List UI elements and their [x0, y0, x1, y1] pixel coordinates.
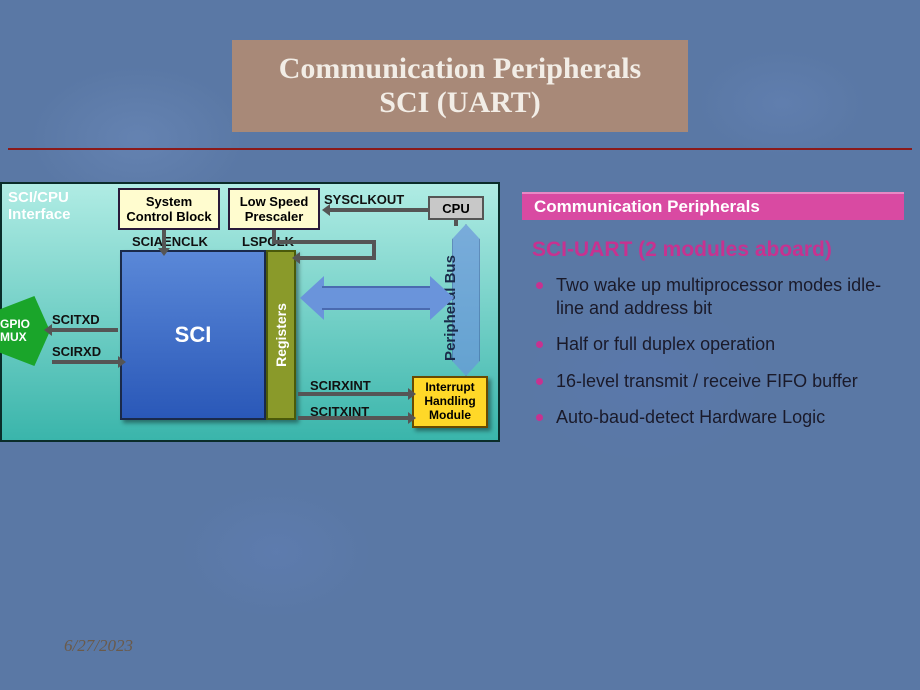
line-lspclk-v [272, 230, 276, 240]
cpu-label: CPU [442, 201, 469, 216]
cpu-block: CPU [428, 196, 484, 220]
sig-scitxd: SCITXD [52, 312, 100, 327]
footer-date: 6/27/2023 [64, 636, 133, 656]
interface-label-line1: SCI/CPU [8, 189, 69, 206]
sig-sysclkout: SYSCLKOUT [324, 192, 404, 207]
interface-label: SCI/CPU Interface [8, 190, 71, 223]
lowspeed-line1: Low Speed [230, 194, 318, 209]
sig-scirxint: SCIRXINT [310, 378, 371, 393]
line-lspclk-v2 [372, 240, 376, 260]
line-scitxd [52, 328, 118, 332]
line-scirxd [52, 360, 118, 364]
registers-label: Registers [273, 303, 289, 367]
gpio-mux-block: GPIO MUX [0, 296, 50, 366]
line-scitxint [298, 416, 408, 420]
line-lspclk-h [272, 240, 372, 244]
interface-label-line2: Interface [8, 206, 71, 223]
sysctrl-line1: System [120, 194, 218, 209]
section-tab: Communication Peripherals [522, 192, 904, 220]
line-sysclkout [330, 208, 428, 212]
slide-title: Communication Peripherals SCI (UART) [232, 40, 688, 132]
right-column: Communication Peripherals SCI-UART (2 mo… [522, 192, 904, 443]
sig-scirxd: SCIRXD [52, 344, 101, 359]
bullet-list: Two wake up multiprocessor modes idle-li… [536, 274, 904, 429]
low-speed-prescaler-block: Low Speed Prescaler [228, 188, 320, 230]
line-sciaenclk [162, 230, 166, 248]
line-lspclk-in [300, 256, 376, 260]
interrupt-handling-block: Interrupt Handling Module [412, 376, 488, 428]
lowspeed-line2: Prescaler [230, 209, 318, 224]
title-line-1: Communication Peripherals [279, 52, 641, 86]
sysctrl-line2: Control Block [120, 209, 218, 224]
intr-line2: Handling [414, 395, 486, 409]
list-item: 16-level transmit / receive FIFO buffer [536, 370, 904, 393]
intr-line1: Interrupt [414, 381, 486, 395]
sci-label: SCI [175, 322, 212, 348]
sci-block: SCI [120, 250, 266, 420]
section-title: SCI-UART (2 modules aboard) [532, 238, 904, 262]
list-item: Auto-baud-detect Hardware Logic [536, 406, 904, 429]
bus-bidir-arrow [300, 276, 454, 320]
line-cpu-bus [454, 220, 458, 226]
block-diagram: SCI/CPU Interface System Control Block L… [0, 182, 500, 442]
line-scirxint [298, 392, 408, 396]
title-divider [8, 148, 912, 150]
title-line-2: SCI (UART) [379, 86, 540, 120]
gpio-line2: MUX [0, 331, 50, 344]
intr-line3: Module [414, 409, 486, 423]
registers-block: Registers [266, 250, 296, 420]
list-item: Half or full duplex operation [536, 333, 904, 356]
list-item: Two wake up multiprocessor modes idle-li… [536, 274, 904, 319]
sig-sciaenclk: SCIAENCLK [132, 234, 208, 249]
system-control-block: System Control Block [118, 188, 220, 230]
